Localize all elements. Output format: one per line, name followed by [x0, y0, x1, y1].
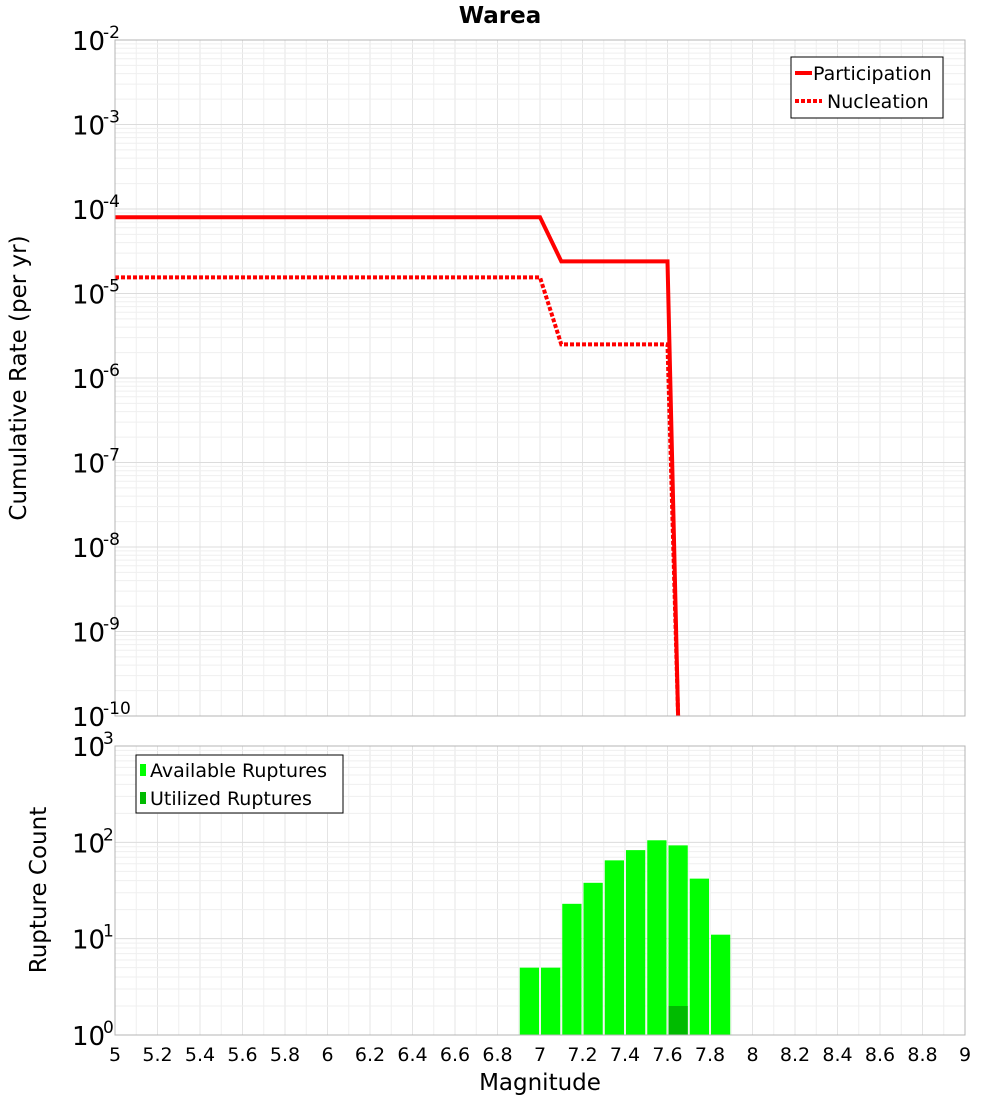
bottom-y-tick-label: 10	[72, 1022, 105, 1052]
available-bar	[519, 967, 539, 1035]
top-y-tick-label: 10	[72, 27, 105, 57]
top-y-tick-label: 10	[72, 534, 105, 564]
legend-available-swatch	[140, 764, 146, 776]
x-tick-label: 5.4	[185, 1044, 215, 1066]
bottom-y-tick-exponent: 2	[103, 825, 114, 845]
top-y-tick-label: 10	[72, 112, 105, 142]
x-tick-label: 9	[959, 1044, 971, 1066]
x-tick-label: 5.6	[227, 1044, 257, 1066]
x-axis-title: Magnitude	[479, 1070, 601, 1096]
top-plot-border	[114, 39, 966, 717]
top-y-tick-label: 10	[72, 450, 105, 480]
available-bar	[711, 934, 731, 1035]
available-bar	[583, 882, 603, 1035]
top-y-tick-exponent: -6	[103, 361, 120, 381]
top-y-tick-exponent: -9	[103, 615, 120, 635]
bottom-legend: Available Ruptures Utilized Ruptures	[135, 754, 344, 814]
x-tick-label: 8.6	[865, 1044, 895, 1066]
legend-utilized-swatch	[140, 792, 146, 804]
legend-available-label: Available Ruptures	[150, 760, 327, 782]
bottom-y-tick-label: 10	[72, 829, 105, 859]
bottom-y-tick-label: 10	[72, 733, 105, 763]
bottom-y-tick-exponent: 1	[103, 922, 114, 942]
legend-utilized-label: Utilized Ruptures	[150, 788, 312, 810]
x-tick-label: 8.4	[822, 1044, 852, 1066]
top-legend: Participation Nucleation	[790, 56, 944, 119]
x-tick-label: 8.2	[780, 1044, 810, 1066]
top-y-tick-label: 10	[72, 703, 105, 733]
top-y-axis-title: Cumulative Rate (per yr)	[6, 235, 32, 520]
x-tick-label: 6.8	[482, 1044, 512, 1066]
chart-title: Warea	[459, 3, 542, 29]
bottom-y-axis-title: Rupture Count	[26, 807, 52, 973]
top-y-tick-exponent: -5	[103, 277, 120, 297]
top-grid	[114, 40, 966, 717]
x-tick-label: 7.6	[652, 1044, 682, 1066]
x-tick-label: 5.8	[270, 1044, 300, 1066]
x-tick-label: 7.2	[567, 1044, 597, 1066]
available-bar	[626, 850, 646, 1035]
bottom-y-tick-exponent: 0	[103, 1018, 114, 1038]
x-tick-label: 6.2	[355, 1044, 385, 1066]
legend-participation-label: Participation	[813, 63, 932, 85]
top-y-tick-exponent: -3	[103, 108, 120, 128]
x-tick-label: 7	[534, 1044, 546, 1066]
x-tick-label: 6.6	[440, 1044, 470, 1066]
x-tick-label: 6	[321, 1044, 333, 1066]
available-bar	[689, 878, 709, 1035]
top-legend-box	[790, 56, 944, 119]
top-y-tick-exponent: -8	[103, 530, 120, 550]
bottom-bars	[519, 840, 731, 1035]
available-bar	[668, 845, 688, 1035]
bottom-plot-border	[114, 745, 966, 1036]
bottom-y-tick-label: 10	[72, 926, 105, 956]
available-bar	[562, 903, 582, 1035]
participation-line	[115, 215, 681, 717]
top-y-tick-exponent: -2	[103, 23, 120, 43]
x-tick-label: 5.2	[142, 1044, 172, 1066]
x-tick-label: 8	[746, 1044, 758, 1066]
top-y-tick-exponent: -7	[103, 446, 120, 466]
top-y-tick-label: 10	[72, 619, 105, 649]
x-tick-label: 5	[109, 1044, 121, 1066]
top-y-tick-exponent: -10	[103, 699, 131, 719]
top-y-tick-label: 10	[72, 365, 105, 395]
available-bar	[647, 840, 667, 1035]
x-tick-labels: 5 5.2 5.4 5.6 5.8 6 6.2 6.4 6.6 6.8 7 7.2 7.4 7.6 7.8 8…	[109, 1044, 971, 1066]
x-tick-label: 7.4	[610, 1044, 640, 1066]
available-bar	[604, 860, 624, 1035]
top-y-tick-label: 10	[72, 196, 105, 226]
nucleation-line	[115, 275, 681, 717]
x-tick-label: 8.8	[907, 1044, 937, 1066]
top-y-tick-label: 10	[72, 281, 105, 311]
top-y-tick-exponent: -4	[103, 192, 120, 212]
bottom-y-tick-exponent: 3	[103, 729, 114, 749]
x-tick-label: 6.4	[397, 1044, 427, 1066]
utilized-bar	[668, 1006, 688, 1035]
x-tick-label: 7.8	[695, 1044, 725, 1066]
available-bar	[541, 967, 561, 1035]
top-series	[115, 215, 681, 717]
bottom-legend-box	[135, 754, 344, 814]
legend-nucleation-label: Nucleation	[827, 91, 929, 113]
